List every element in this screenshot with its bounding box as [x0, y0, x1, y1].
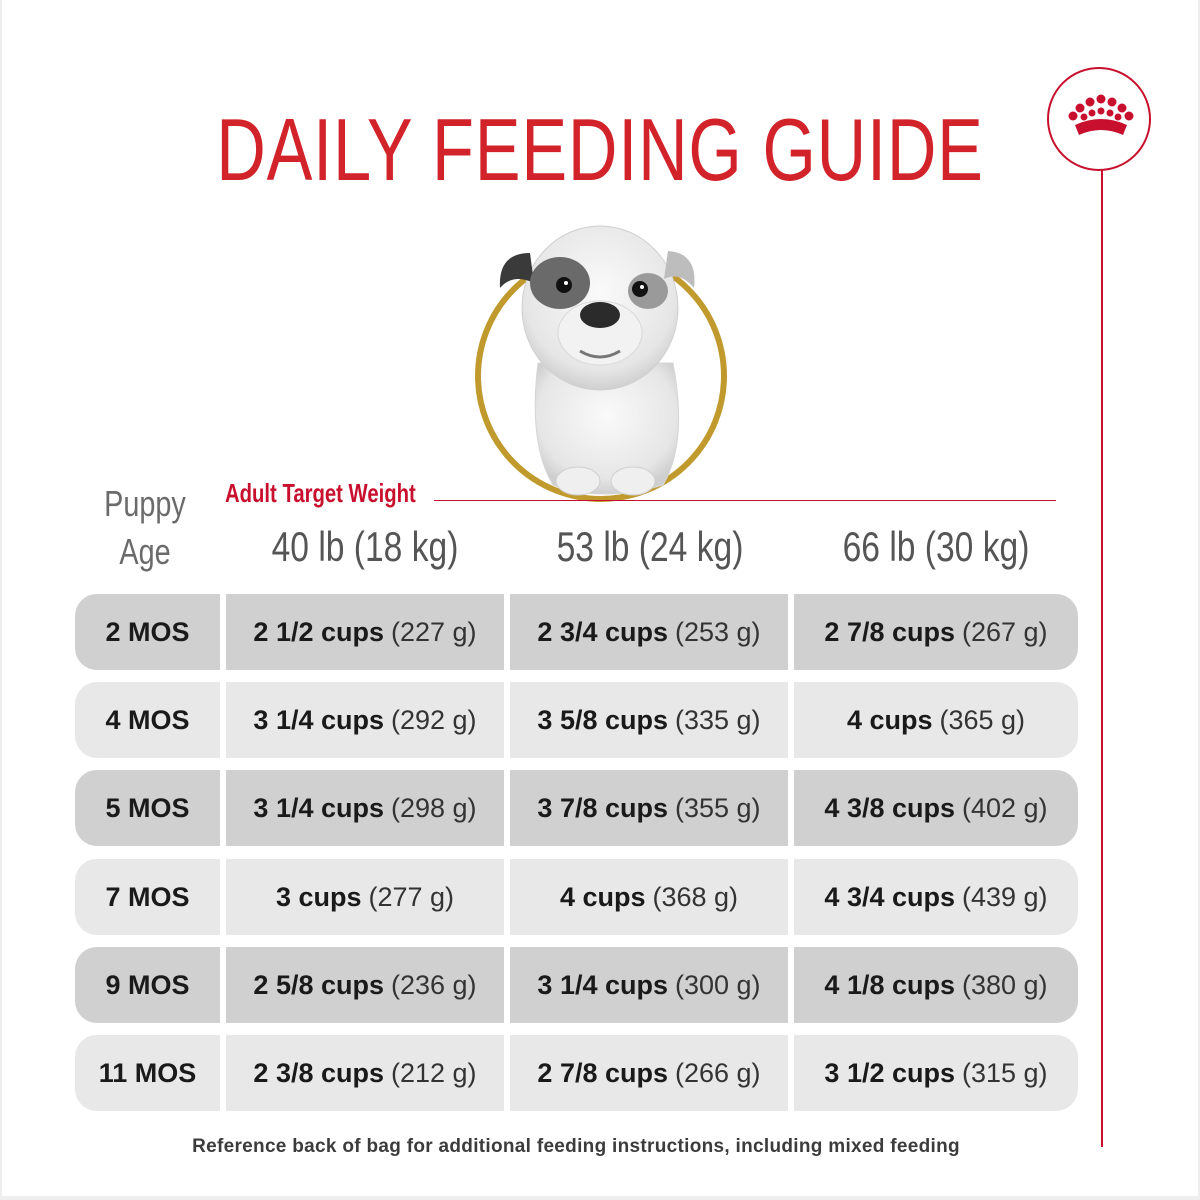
portion-cell: 4 3/8 cups (402 g)	[794, 770, 1078, 846]
portion-cell: 2 5/8 cups (236 g)	[226, 947, 504, 1023]
age-cell: 7 MOS	[75, 859, 220, 935]
grams-value: (236 g)	[391, 969, 477, 1000]
cups-value: 2 1/2 cups	[253, 616, 384, 647]
cups-value: 2 5/8 cups	[253, 969, 384, 1000]
age-cell: 11 MOS	[75, 1035, 220, 1111]
portion-cell: 3 cups (277 g)	[226, 859, 504, 935]
grams-value: (368 g)	[652, 881, 739, 912]
table-row: 4 MOS 3 1/4 cups (292 g) 3 5/8 cups (335 g…	[75, 682, 1078, 758]
age-cell: 5 MOS	[75, 770, 220, 846]
portion-cell: 3 7/8 cups (355 g)	[510, 770, 788, 846]
grams-value: (335 g)	[675, 704, 761, 735]
cups-value: 2 3/4 cups	[537, 616, 668, 647]
cups-value: 3 1/4 cups	[253, 704, 384, 735]
puppy-age-header: Puppy Age	[93, 480, 197, 576]
portion-cell: 3 5/8 cups (335 g)	[510, 682, 788, 758]
cups-value: 2 7/8 cups	[537, 1057, 668, 1088]
grams-value: (365 g)	[939, 704, 1026, 735]
weight-header-40lb: 40 lb (18 kg)	[271, 523, 459, 570]
grams-value: (212 g)	[391, 1057, 477, 1088]
cups-value: 4 1/8 cups	[824, 969, 955, 1000]
adult-target-weight-label: Adult Target Weight	[225, 478, 416, 508]
cups-value: 4 3/4 cups	[824, 881, 955, 912]
grams-value: (277 g)	[368, 881, 455, 912]
portion-cell: 2 3/4 cups (253 g)	[510, 594, 788, 670]
age-cell: 4 MOS	[75, 682, 220, 758]
cups-value: 3 cups	[275, 881, 362, 912]
footer-note: Reference back of bag for additional fee…	[192, 1136, 960, 1157]
weight-header-66lb: 66 lb (30 kg)	[842, 523, 1030, 570]
portion-cell: 2 7/8 cups (266 g)	[510, 1035, 788, 1111]
age-header-line2: Age	[119, 531, 171, 572]
grams-value: (227 g)	[391, 616, 477, 647]
cups-value: 3 7/8 cups	[537, 792, 668, 823]
grams-value: (355 g)	[675, 792, 761, 823]
grams-value: (315 g)	[962, 1057, 1048, 1088]
grams-value: (298 g)	[391, 792, 477, 823]
cups-value: 3 5/8 cups	[537, 704, 668, 735]
grams-value: (266 g)	[675, 1057, 761, 1088]
portion-cell: 3 1/4 cups (298 g)	[226, 770, 504, 846]
page-title: DAILY FEEDING GUIDE	[216, 100, 984, 199]
cups-value: 2 3/8 cups	[253, 1057, 384, 1088]
puppy-photo	[468, 213, 738, 502]
cups-value: 3 1/4 cups	[253, 792, 384, 823]
grams-value: (253 g)	[675, 616, 761, 647]
grams-value: (380 g)	[962, 969, 1048, 1000]
grams-value: (402 g)	[962, 792, 1048, 823]
cups-value: 3 1/4 cups	[537, 969, 668, 1000]
brand-divider-line	[1101, 170, 1103, 1147]
adult-target-weight-rule	[434, 500, 1056, 501]
grams-value: (267 g)	[962, 616, 1048, 647]
grams-value: (439 g)	[962, 881, 1048, 912]
portion-cell: 3 1/4 cups (292 g)	[226, 682, 504, 758]
age-cell: 2 MOS	[75, 594, 220, 670]
portion-cell: 3 1/4 cups (300 g)	[510, 947, 788, 1023]
grams-value: (300 g)	[675, 969, 761, 1000]
portion-cell: 3 1/2 cups (315 g)	[794, 1035, 1078, 1111]
table-row: 11 MOS 2 3/8 cups (212 g) 2 7/8 cups (266 …	[75, 1035, 1078, 1111]
table-row: 5 MOS 3 1/4 cups (298 g) 3 7/8 cups (355 g…	[75, 770, 1078, 846]
table-row: 9 MOS 2 5/8 cups (236 g) 3 1/4 cups (300 g…	[75, 947, 1078, 1023]
portion-cell: 2 7/8 cups (267 g)	[794, 594, 1078, 670]
cups-value: 4 3/8 cups	[824, 792, 955, 823]
portion-cell: 2 1/2 cups (227 g)	[226, 594, 504, 670]
portion-cell: 2 3/8 cups (212 g)	[226, 1035, 504, 1111]
age-cell: 9 MOS	[75, 947, 220, 1023]
brand-logo	[1047, 67, 1151, 171]
cups-value: 4 cups	[846, 704, 933, 735]
portion-cell: 4 cups (365 g)	[794, 682, 1078, 758]
cups-value: 3 1/2 cups	[824, 1057, 955, 1088]
grams-value: (292 g)	[391, 704, 477, 735]
table-row: 7 MOS 3 cups (277 g) 4 cups (368 g) 4 3/4 …	[75, 859, 1078, 935]
portion-cell: 4 cups (368 g)	[510, 859, 788, 935]
crown-icon	[1068, 94, 1134, 135]
weight-header-53lb: 53 lb (24 kg)	[556, 523, 744, 570]
cups-value: 2 7/8 cups	[824, 616, 955, 647]
puppy-illustration	[499, 225, 695, 496]
table-row: 2 MOS 2 1/2 cups (227 g) 2 3/4 cups (253 g…	[75, 594, 1078, 670]
cups-value: 4 cups	[559, 881, 646, 912]
portion-cell: 4 1/8 cups (380 g)	[794, 947, 1078, 1023]
age-header-line1: Puppy	[104, 483, 186, 524]
portion-cell: 4 3/4 cups (439 g)	[794, 859, 1078, 935]
